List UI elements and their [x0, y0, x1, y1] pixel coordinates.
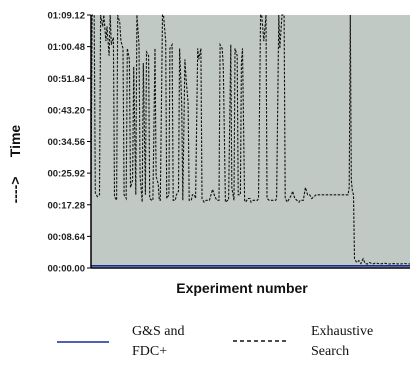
y-tick-label: 00:43.20 [47, 105, 85, 116]
y-tick-label: 00:00.00 [47, 264, 85, 275]
legend-label-exhaustive-line1: Exhaustive [311, 324, 373, 339]
y-axis-ticks: 00:00.00 00:08.64 00:17.28 00:25.92 00:34.56… [47, 11, 91, 275]
y-axis-arrow: ----> [7, 177, 23, 204]
y-tick-label: 00:25.92 [47, 169, 85, 180]
legend-label-gs-fdc-line1: G&S and [132, 324, 185, 339]
y-tick-label: 00:08.64 [47, 232, 85, 243]
y-tick-label: 00:17.28 [47, 200, 85, 211]
legend: G&S and FDC+ Exhaustive Search [57, 324, 373, 359]
series-layer [90, 14, 411, 267]
y-tick-label: 00:51.84 [47, 74, 85, 85]
legend-label-exhaustive-line2: Search [311, 344, 349, 359]
x-axis-label: Experiment number [176, 280, 308, 296]
legend-label-gs-fdc-line2: FDC+ [132, 344, 167, 359]
y-axis-label: Time [7, 125, 23, 158]
y-tick-label: 01:09.12 [47, 11, 85, 22]
y-tick-label: 00:34.56 [47, 137, 85, 148]
series-line-exhaustive-search [90, 14, 411, 265]
y-tick-label: 01:00.48 [47, 42, 85, 53]
